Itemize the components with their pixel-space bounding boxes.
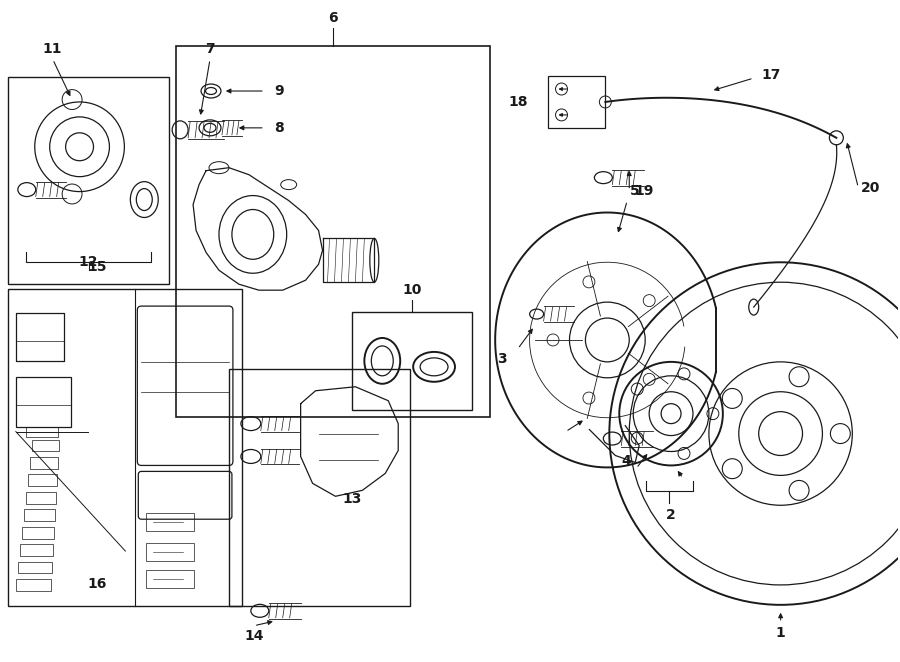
Bar <box>16 579 50 591</box>
Text: 16: 16 <box>87 577 106 591</box>
Text: 10: 10 <box>402 283 422 297</box>
Bar <box>8 77 169 284</box>
Bar <box>30 457 58 469</box>
Text: 6: 6 <box>328 11 338 25</box>
Text: 12: 12 <box>79 256 98 269</box>
Text: 5: 5 <box>630 183 640 197</box>
Text: 2: 2 <box>666 508 676 522</box>
Text: 4: 4 <box>621 454 631 469</box>
Text: 15: 15 <box>87 260 106 274</box>
Bar <box>26 492 56 504</box>
Bar <box>547 76 606 128</box>
Text: 18: 18 <box>508 95 527 109</box>
Bar <box>147 543 194 561</box>
Bar <box>28 475 57 487</box>
Bar <box>147 513 194 531</box>
Bar <box>20 544 53 556</box>
Text: 13: 13 <box>343 492 362 506</box>
Bar <box>229 369 410 606</box>
Text: 8: 8 <box>274 121 284 135</box>
Text: 20: 20 <box>860 181 880 195</box>
Bar <box>353 312 472 410</box>
Text: 14: 14 <box>244 629 264 643</box>
Bar <box>16 377 70 426</box>
Bar <box>8 289 242 606</box>
Text: 7: 7 <box>205 42 215 56</box>
Text: 9: 9 <box>274 84 284 98</box>
Bar <box>22 527 54 539</box>
Bar <box>16 313 64 361</box>
Text: 19: 19 <box>634 183 654 197</box>
Bar <box>18 561 51 573</box>
Bar <box>23 509 55 521</box>
Bar <box>176 46 490 416</box>
Bar <box>32 440 58 451</box>
Text: 3: 3 <box>497 352 507 366</box>
Bar <box>147 570 194 588</box>
Text: 1: 1 <box>776 626 786 639</box>
Text: 11: 11 <box>43 42 62 56</box>
Text: 17: 17 <box>761 68 780 82</box>
